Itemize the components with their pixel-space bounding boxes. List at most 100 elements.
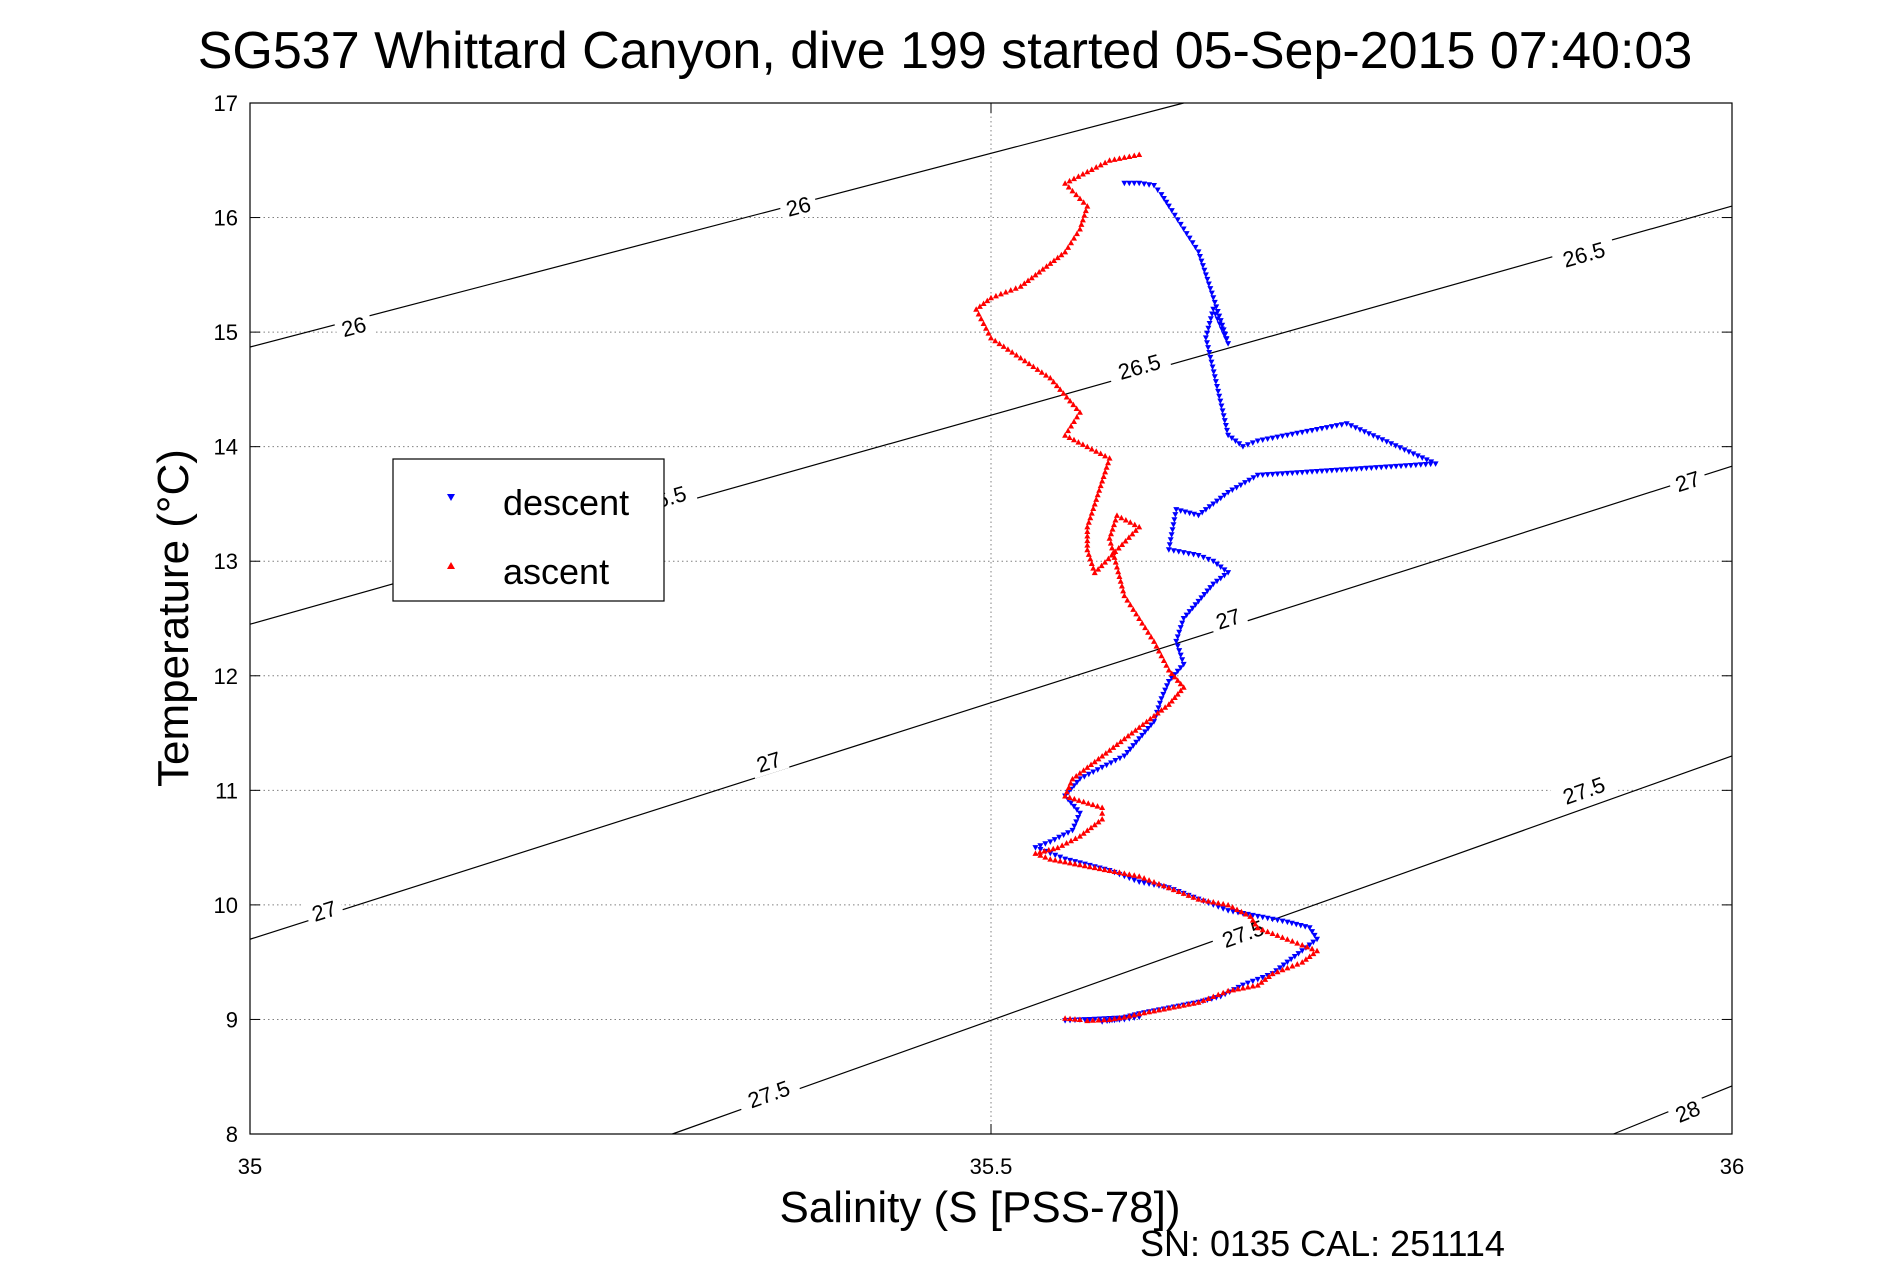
descent-point bbox=[1139, 732, 1146, 739]
ascent-point bbox=[1071, 795, 1078, 802]
descent-point bbox=[1363, 465, 1370, 472]
ascent-point bbox=[1210, 899, 1217, 905]
descent-point bbox=[1195, 512, 1202, 519]
ascent-point bbox=[1070, 401, 1077, 408]
ascent-point bbox=[1185, 1001, 1192, 1007]
ascent-point bbox=[1076, 226, 1083, 232]
ascent-point bbox=[1163, 662, 1170, 668]
descent-point bbox=[1374, 435, 1381, 441]
ascent-point bbox=[1012, 285, 1019, 291]
descent-point bbox=[1229, 487, 1236, 494]
ascent-point bbox=[1121, 592, 1128, 599]
ascent-point bbox=[1053, 382, 1060, 389]
ascent-point bbox=[1075, 439, 1082, 445]
descent-point bbox=[1383, 464, 1390, 471]
descent-point bbox=[1279, 433, 1286, 440]
ascent-point bbox=[997, 290, 1004, 297]
descent-point bbox=[1214, 498, 1221, 505]
ascent-point bbox=[1089, 801, 1096, 808]
contour-label-bg bbox=[302, 891, 345, 928]
ascent-point bbox=[1215, 991, 1222, 998]
ascent-point bbox=[1151, 712, 1158, 719]
ascent-point bbox=[988, 334, 994, 341]
descent-point bbox=[1131, 877, 1138, 884]
ascent-point bbox=[1085, 519, 1092, 525]
ascent-point bbox=[1118, 583, 1125, 589]
ascent-point bbox=[1118, 514, 1125, 521]
descent-point bbox=[1202, 335, 1209, 341]
ascent-point bbox=[1076, 861, 1083, 868]
ascent-point bbox=[1099, 804, 1106, 811]
y-tick-label: 9 bbox=[226, 1007, 238, 1032]
ascent-point bbox=[1229, 904, 1236, 910]
ascent-point bbox=[1070, 175, 1077, 182]
ascent-point bbox=[1151, 1007, 1158, 1014]
descent-point bbox=[1195, 552, 1202, 559]
ascent-point bbox=[1028, 274, 1035, 281]
ascent-point bbox=[1165, 884, 1172, 891]
ascent-point bbox=[1099, 810, 1106, 816]
ascent-point bbox=[1145, 629, 1152, 635]
descent-point bbox=[1365, 431, 1372, 437]
ascent-point bbox=[1068, 239, 1075, 246]
ascent-point bbox=[1210, 993, 1217, 1000]
descent-point bbox=[1071, 823, 1078, 830]
ascent-point bbox=[1220, 900, 1227, 907]
ascent-point bbox=[1088, 510, 1095, 516]
descent-point bbox=[1220, 331, 1227, 337]
descent-point bbox=[1124, 750, 1131, 756]
ascent-point bbox=[1034, 366, 1041, 372]
ascent-point bbox=[1200, 997, 1207, 1003]
descent-point bbox=[1177, 221, 1184, 228]
ascent-point bbox=[1050, 257, 1057, 264]
ascent-point bbox=[1045, 846, 1052, 853]
descent-point bbox=[1141, 181, 1148, 187]
ascent-point bbox=[1052, 857, 1059, 863]
ascent-point bbox=[1063, 840, 1070, 846]
descent-point bbox=[1221, 492, 1228, 499]
descent-point bbox=[1401, 447, 1408, 453]
ascent-point bbox=[1177, 687, 1184, 694]
ascent-point bbox=[1195, 896, 1202, 902]
descent-point bbox=[1398, 463, 1405, 470]
ascent-point bbox=[1264, 928, 1271, 935]
descent-point bbox=[1171, 212, 1178, 219]
descent-point bbox=[1328, 468, 1335, 474]
descent-point bbox=[1220, 413, 1227, 419]
descent-point bbox=[1126, 875, 1133, 882]
descent-point bbox=[1338, 422, 1345, 428]
ascent-point bbox=[1091, 500, 1098, 507]
descent-point bbox=[1214, 384, 1221, 390]
descent-point bbox=[1163, 683, 1170, 689]
descent-point bbox=[1397, 445, 1404, 451]
ascent-point bbox=[1121, 870, 1128, 876]
descent-point bbox=[1343, 421, 1350, 427]
descent-point bbox=[1225, 341, 1232, 347]
descent-point bbox=[1289, 470, 1296, 477]
descent-point bbox=[1136, 180, 1143, 187]
ascent-point bbox=[1125, 534, 1132, 540]
axis-ticks: 35 35.5 36 8 9 10 11 12 13 14 15 16 17 bbox=[214, 91, 1745, 1179]
descent-point bbox=[1199, 263, 1206, 269]
ascent-point bbox=[1112, 516, 1119, 523]
ascent-point bbox=[1073, 230, 1080, 237]
ascent-point bbox=[1070, 235, 1077, 241]
descent-point bbox=[1060, 832, 1067, 839]
descent-point bbox=[1214, 316, 1221, 323]
descent-point bbox=[1174, 634, 1181, 640]
ascent-point bbox=[1065, 244, 1072, 250]
ascent-point bbox=[1069, 187, 1076, 194]
ascent-point bbox=[1004, 346, 1011, 352]
descent-point bbox=[1177, 652, 1184, 659]
descent-point bbox=[1274, 434, 1281, 441]
ascent-point bbox=[1158, 707, 1165, 713]
descent-point bbox=[1179, 620, 1186, 627]
descent-point bbox=[1198, 258, 1205, 265]
descent-point bbox=[1223, 336, 1230, 342]
ascent-point bbox=[1136, 873, 1143, 879]
ascent-point bbox=[1254, 982, 1261, 988]
contour-label-bg bbox=[1549, 766, 1618, 813]
ascent-point bbox=[1249, 983, 1256, 989]
descent-point bbox=[1204, 276, 1211, 283]
